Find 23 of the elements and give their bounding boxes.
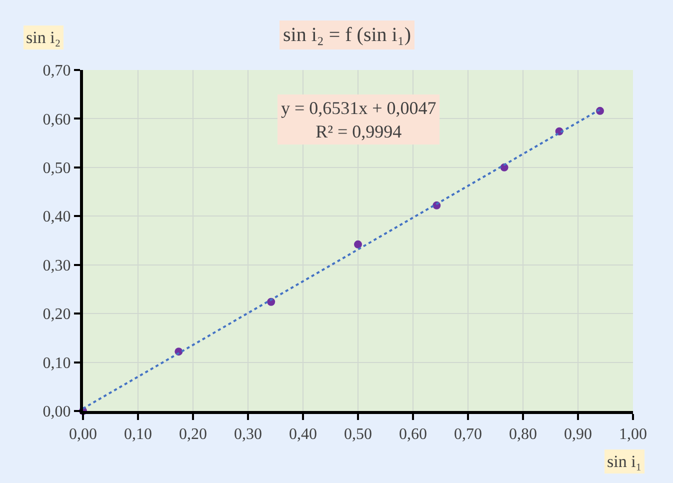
y-tick-label: 0,30 [42,257,71,274]
x-axis-title: sin i₁ [607,452,642,471]
y-tick-label: 0,10 [42,354,71,372]
x-tick-label: 1,00 [619,426,647,444]
x-tick-label: 0,80 [509,426,537,444]
x-tick-label: 0,50 [344,426,372,444]
x-tick-label: 0,40 [289,426,317,444]
y-tick-label: 0,50 [42,160,71,178]
y-tick-label: 0,40 [42,208,71,226]
y-axis-title: sin i₂ [26,28,61,47]
y-tick-label: 0,20 [42,306,71,324]
annotation: y = 0,6531x + 0,0047 R² = 0,9994 [281,98,436,142]
x-tick-label: 0,00 [69,426,97,444]
x-tick-label: 0,10 [124,426,152,444]
y-tick-label: 0,60 [42,111,71,128]
x-tick-label: 0,20 [179,426,207,444]
x-tick-label: 0,70 [454,426,482,444]
x-tick-label: 0,30 [234,426,262,444]
x-tick-label: 0,60 [399,426,427,444]
y-tick-label: 0,70 [42,62,71,80]
y-tick-label: 0,00 [42,404,71,421]
x-tick-label: 0,90 [564,426,592,444]
chart-title: sin i₂ = f (sin i₁) [283,24,411,46]
